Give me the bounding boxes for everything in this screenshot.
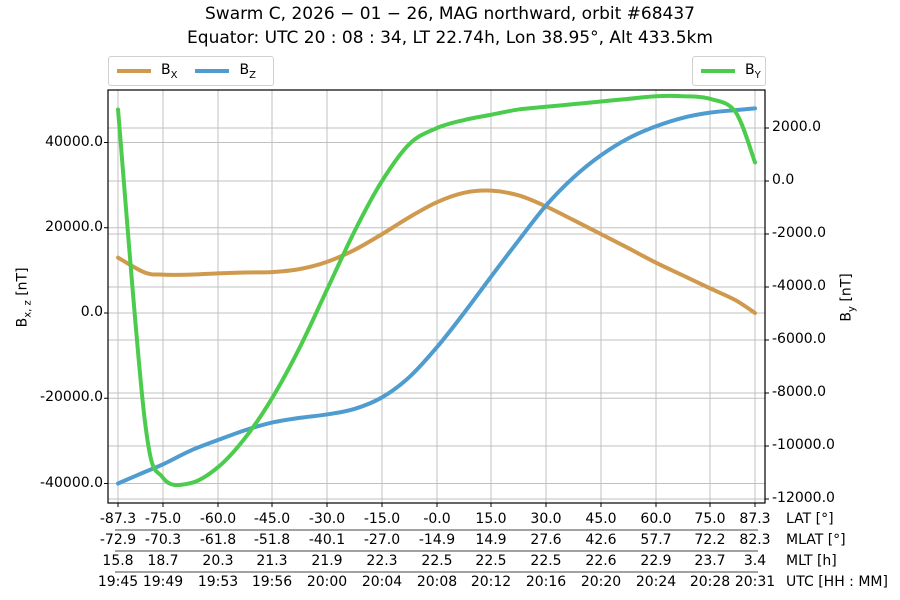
left-axis-label: Bx, z [nT]	[14, 267, 34, 328]
x-tick-mlt: 22.6	[585, 553, 617, 569]
left-tick-label: 20000.0	[45, 218, 103, 235]
legend-label-bz: BZ	[239, 61, 256, 81]
x-tick-mlat: -51.8	[253, 532, 291, 548]
x-tick-lat: -87.3	[99, 511, 137, 527]
x-tick-lat: -75.0	[144, 511, 182, 527]
x-tick-mlt: 20.3	[202, 553, 234, 569]
chart-title-line2: Equator: UTC 20 : 08 : 34, LT 22.74h, Lo…	[187, 28, 713, 48]
legend-item-bz: BZ	[195, 61, 256, 81]
x-tick-mlt: 22.5	[421, 553, 453, 569]
right-tick-label: -4000.0	[772, 278, 827, 294]
x-tick-mlt: 23.7	[694, 553, 726, 569]
x-tick-utc: 20:20	[580, 574, 622, 590]
x-tick-utc: 19:49	[142, 574, 184, 590]
x-tick-lat: -30.0	[308, 511, 346, 527]
left-tick-label: -20000.0	[40, 389, 103, 406]
x-tick-utc: 20:04	[361, 574, 403, 590]
x-tick-lat: -0.0	[423, 511, 451, 527]
legend-label-by: BY	[745, 61, 761, 81]
legend-item-by: BY	[701, 61, 761, 81]
x-tick-mlat: 42.6	[585, 532, 617, 548]
x-row-name-mlat: MLAT [°]	[786, 532, 846, 548]
x-tick-mlt: 21.9	[311, 553, 343, 569]
x-tick-utc: 20:28	[689, 574, 731, 590]
right-tick-label: -10000.0	[772, 437, 835, 453]
series-line-bz	[116, 106, 757, 486]
right-tick-label: -6000.0	[772, 331, 827, 347]
legend-line-bz	[195, 68, 230, 73]
x-row-name-lat: LAT [°]	[786, 511, 834, 527]
x-tick-mlt: 22.5	[530, 553, 562, 569]
legend-right: BY	[692, 56, 766, 86]
right-tick-label: 2000.0	[772, 119, 821, 135]
x-tick-lat: 45.0	[585, 511, 617, 527]
x-tick-mlat: -40.1	[308, 532, 346, 548]
x-tick-utc: 19:53	[197, 574, 239, 590]
x-tick-utc: 19:45	[97, 574, 139, 590]
legend-item-bx: BX	[117, 61, 178, 81]
x-tick-lat: 15.0	[475, 511, 507, 527]
x-tick-lat: -60.0	[199, 511, 237, 527]
chart-title-line1: Swarm C, 2026 − 01 − 26, MAG northward, …	[205, 4, 695, 24]
x-tick-mlat: 27.6	[530, 532, 562, 548]
right-tick-label: 0.0	[772, 172, 795, 188]
series-line-by	[116, 93, 757, 488]
right-tick-label: -2000.0	[772, 225, 827, 241]
x-tick-mlat: 72.2	[694, 532, 726, 548]
left-tick-label: 40000.0	[45, 133, 103, 150]
legend-left: BX BZ	[108, 56, 274, 86]
x-tick-utc: 20:12	[470, 574, 512, 590]
x-tick-mlt: 3.4	[743, 553, 767, 569]
x-tick-mlat: -61.8	[199, 532, 237, 548]
x-tick-mlat: -14.9	[418, 532, 456, 548]
x-tick-utc: 20:31	[734, 574, 776, 590]
right-tick-label: -8000.0	[772, 384, 827, 400]
x-tick-lat: -45.0	[253, 511, 291, 527]
left-tick-label: 0.0	[80, 304, 103, 320]
x-row-name-mlt: MLT [h]	[786, 553, 837, 569]
x-tick-mlat: 57.7	[640, 532, 672, 548]
x-tick-utc: 20:16	[525, 574, 567, 590]
left-tick-label: -40000.0	[40, 474, 103, 491]
x-tick-mlt: 21.3	[256, 553, 288, 569]
x-tick-mlat: 14.9	[475, 532, 507, 548]
x-tick-mlat: -70.3	[144, 532, 182, 548]
legend-line-by	[701, 68, 735, 73]
x-tick-mlat: 82.3	[739, 532, 771, 548]
legend-label-bx: BX	[161, 61, 178, 81]
x-tick-lat: 75.0	[694, 511, 726, 527]
x-tick-utc: 19:56	[251, 574, 293, 590]
x-row-name-utc: UTC [HH : MM]	[786, 574, 888, 590]
x-tick-mlt: 22.3	[366, 553, 398, 569]
x-tick-mlt: 15.8	[102, 553, 134, 569]
x-tick-lat: 87.3	[739, 511, 771, 527]
right-axis-label: By [nT]	[838, 273, 858, 322]
legend-line-bx	[117, 68, 151, 73]
x-tick-mlt: 18.7	[147, 553, 179, 569]
x-tick-lat: 60.0	[640, 511, 672, 527]
x-tick-lat: -15.0	[363, 511, 401, 527]
x-tick-mlat: -72.9	[99, 532, 137, 548]
x-tick-utc: 20:24	[635, 574, 677, 590]
x-tick-lat: 30.0	[530, 511, 562, 527]
x-tick-mlt: 22.5	[475, 553, 507, 569]
series-line-bx	[116, 188, 757, 315]
x-tick-utc: 20:08	[416, 574, 458, 590]
x-tick-mlat: -27.0	[363, 532, 401, 548]
x-tick-utc: 20:00	[306, 574, 348, 590]
x-tick-mlt: 22.9	[640, 553, 672, 569]
right-tick-label: -12000.0	[772, 490, 835, 506]
